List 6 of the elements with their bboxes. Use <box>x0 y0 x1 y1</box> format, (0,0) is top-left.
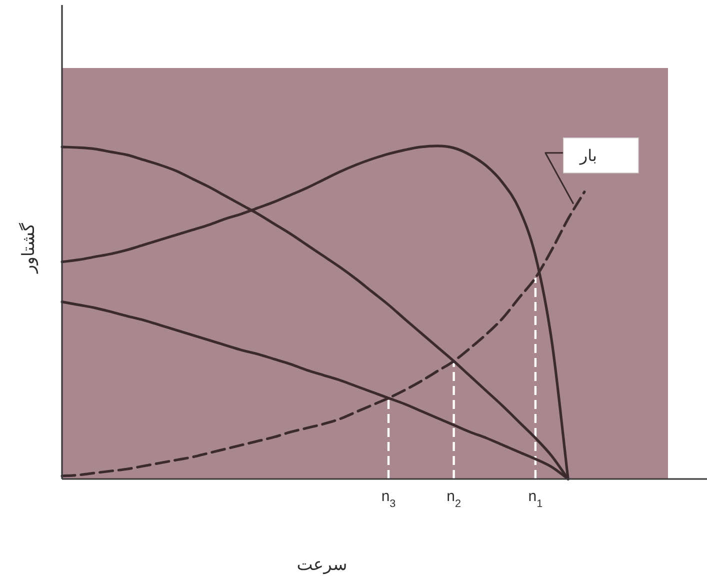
x-axis-title: سرعت <box>296 555 348 575</box>
x-tick-label: n$_{2}$ <box>446 488 461 510</box>
x-tick-label: n$_{1}$ <box>528 488 543 510</box>
x-tick-label: n$_{3}$ <box>381 488 396 510</box>
series-label: بار <box>578 146 597 165</box>
y-axis-title: گشتاور <box>18 222 39 274</box>
